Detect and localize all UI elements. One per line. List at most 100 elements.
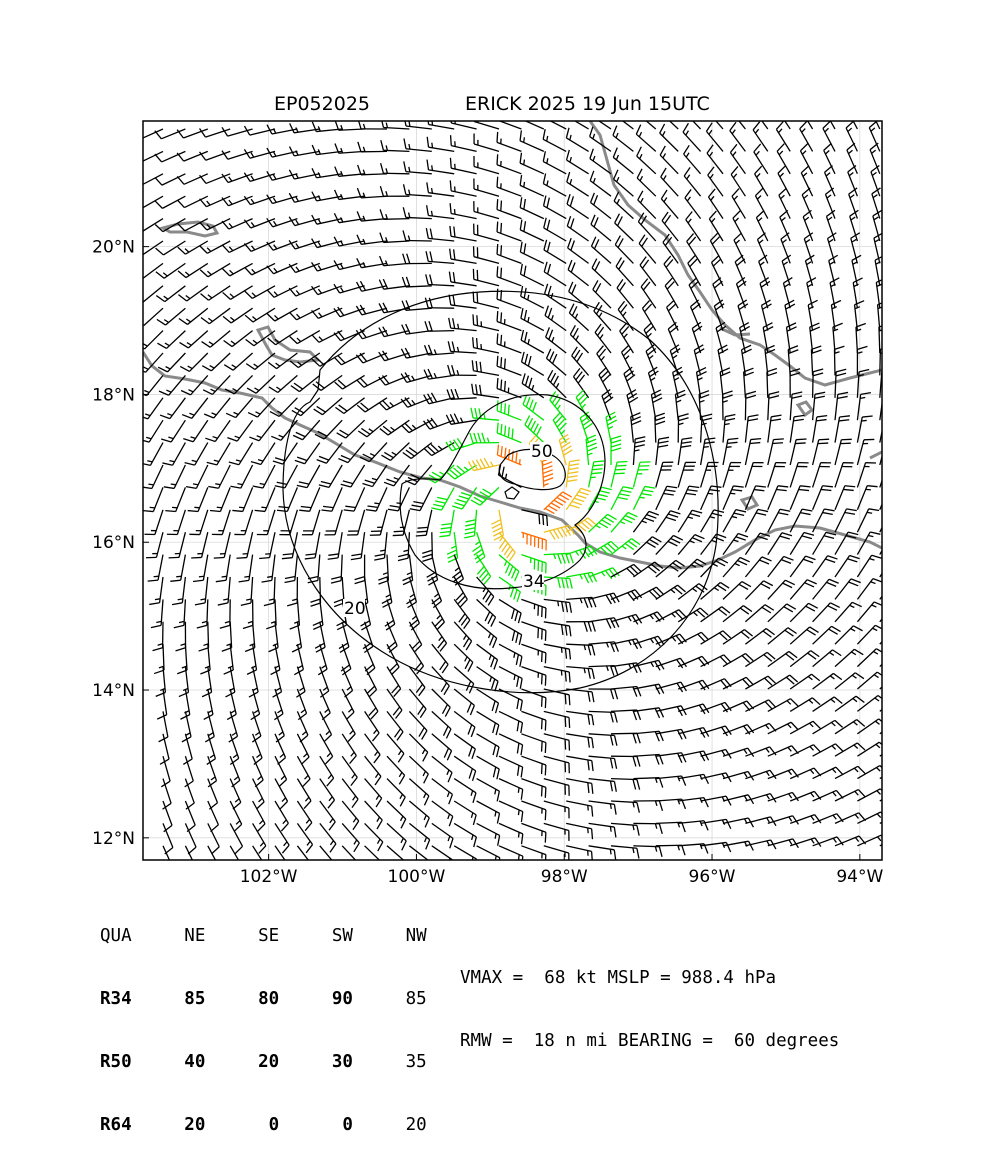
wind-barb [251,443,275,465]
wind-barb [660,124,679,151]
wind-barb [520,130,544,151]
wind-barb [229,443,253,465]
wind-barb [297,465,320,488]
wind-barb [422,532,432,561]
wind-barb [835,649,863,666]
wind-barb [477,622,497,648]
wind-barb [611,512,637,532]
wind-barb [259,532,275,558]
wind-barb [450,180,476,196]
wind-barb [388,487,410,510]
wind-barb [454,756,475,781]
wind-barb [790,439,806,465]
wind-barb [157,331,185,349]
contour-label-20: 20 [344,599,366,619]
wind-barb [208,846,220,876]
wind-barb [835,579,861,600]
wind-barb [768,463,786,488]
wind-barb [521,734,545,753]
col-se: SE [258,926,279,946]
summary-vmax-mslp: VMAX = 68 kt MSLP = 988.4 hPa [460,968,839,989]
wind-barb [567,216,588,241]
wind-barb [544,801,569,818]
wind-barb [566,756,593,771]
wind-barb [409,734,427,762]
wind-barb [432,711,451,738]
wind-barb [768,486,788,510]
wind-barb [454,667,474,694]
wind-barb [857,602,883,622]
wind-barb [857,532,880,555]
coast-edge-right [870,452,882,458]
wind-barb [813,603,840,622]
wind-barb [180,353,208,371]
wind-barb [473,269,499,286]
wind-barb [204,398,230,418]
wind-barb [477,599,496,626]
wind-barb [193,555,208,582]
wind-barb [835,463,854,488]
wind-barb [591,193,611,219]
wind-barb [768,556,794,577]
wind-barb [449,272,476,286]
wind-barb [146,532,163,558]
wind-barb [432,756,452,782]
wind-barb [416,510,432,536]
wind-barb [790,533,814,555]
wind-barb [275,465,298,488]
wind-barb [857,555,881,577]
wind-barb [230,465,252,488]
wind-barb [813,486,833,510]
wind-barb [880,788,910,801]
wind-barb [613,126,633,152]
wind-barb [521,667,546,686]
wind-barb [636,125,655,152]
lon-tick-label: 94°W [836,867,883,887]
wind-barb [869,99,880,129]
wind-barb [351,532,365,559]
wind-barb [656,486,677,510]
wind-barb [432,801,453,826]
wind-barb [365,801,383,829]
wind-barb [790,486,810,510]
wind-barb [776,99,790,129]
wind-barb [678,438,692,465]
wind-barb [521,801,545,820]
wind-barb [450,226,477,241]
wind-barb [656,511,681,532]
wind-barb [857,579,882,600]
wind-barb [454,689,474,715]
wind-barb [216,555,230,582]
wind-barb [239,555,253,582]
wind-barb [678,486,699,510]
wind-barb [224,353,252,370]
wind-barb [477,779,500,802]
wind-barb [302,510,320,535]
wind-barb [137,375,163,395]
wind-barb [497,154,521,173]
wind-barb [745,463,763,488]
wind-barb [880,602,906,622]
wind-barb [133,219,163,233]
wind-barb [472,384,499,398]
col-ne: NE [184,926,205,946]
wind-barb [133,196,163,209]
wind-barb [477,667,498,692]
radii-row-r64: R64 20 0 0 20 [100,1115,427,1136]
wind-barb [477,689,499,713]
wind-barb [183,420,208,442]
wind-barb [449,295,477,309]
wind-barb [521,711,545,730]
wind-barb [432,779,453,805]
wind-barb [134,263,163,279]
wind-barb [880,811,910,823]
wind-barb [880,718,909,734]
wind-barb [768,415,782,442]
wind-barb [661,168,678,196]
wind-barb [790,603,818,621]
wind-barb [144,510,163,535]
wind-barb [450,158,476,174]
wind-barb [470,433,499,443]
wind-barb [270,398,297,417]
wind-barb [701,534,727,555]
